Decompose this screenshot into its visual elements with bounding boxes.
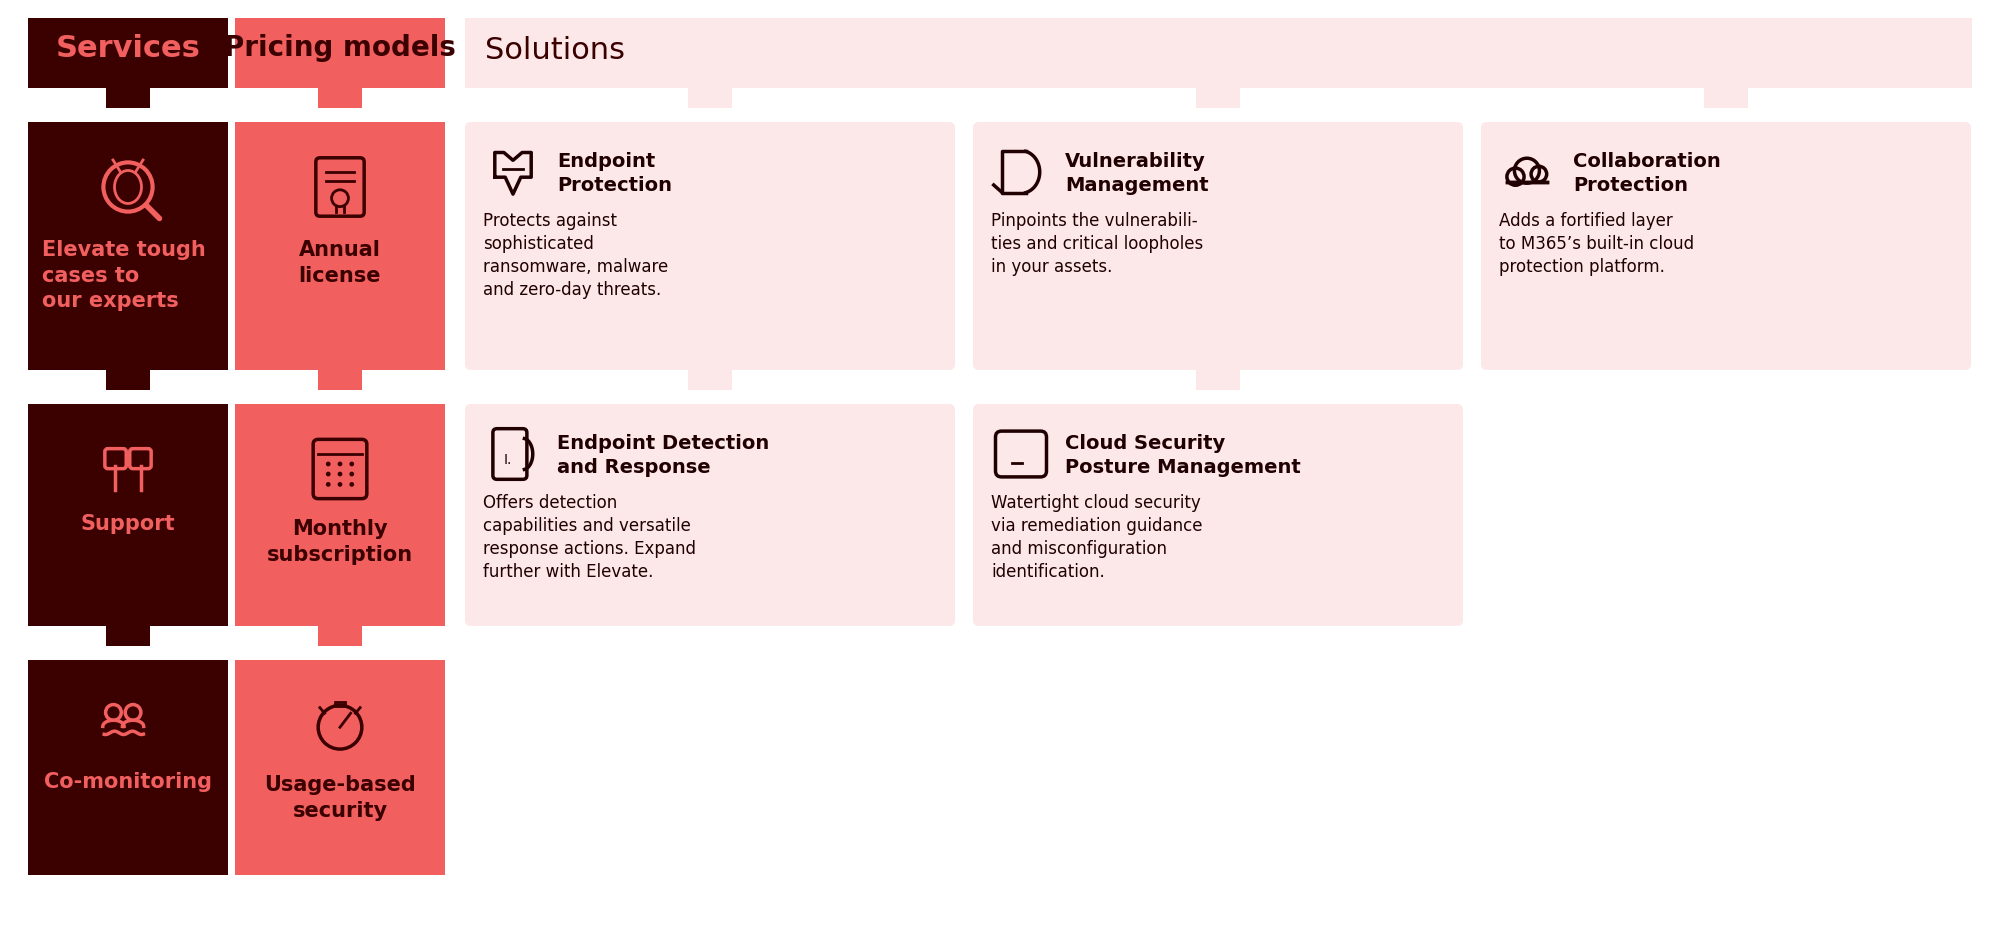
Bar xyxy=(1196,370,1240,390)
Circle shape xyxy=(350,462,354,466)
Text: Cloud Security
Posture Management: Cloud Security Posture Management xyxy=(1064,434,1300,478)
Bar xyxy=(236,404,444,626)
Circle shape xyxy=(350,482,354,487)
Text: Support: Support xyxy=(80,514,176,534)
Bar xyxy=(1704,88,1748,108)
Bar xyxy=(1196,88,1240,108)
Bar xyxy=(28,122,228,370)
Bar xyxy=(106,88,150,108)
Text: Endpoint
Protection: Endpoint Protection xyxy=(556,152,672,195)
Text: Adds a fortified layer
to M365’s built-in cloud
protection platform.: Adds a fortified layer to M365’s built-i… xyxy=(1500,212,1694,276)
Text: Endpoint Detection
and Response: Endpoint Detection and Response xyxy=(556,434,770,478)
Text: Collaboration
Protection: Collaboration Protection xyxy=(1572,152,1720,195)
Text: I.: I. xyxy=(504,453,512,467)
Bar xyxy=(236,660,444,875)
Text: Solutions: Solutions xyxy=(484,36,624,65)
Bar xyxy=(334,701,346,706)
Circle shape xyxy=(326,482,330,487)
Circle shape xyxy=(326,462,330,466)
Bar xyxy=(106,626,150,646)
Circle shape xyxy=(326,472,330,477)
FancyBboxPatch shape xyxy=(1480,122,1972,370)
Bar xyxy=(688,88,732,108)
Bar xyxy=(28,18,228,88)
Bar xyxy=(318,370,362,390)
Bar xyxy=(464,18,1972,88)
FancyBboxPatch shape xyxy=(972,122,1464,370)
FancyBboxPatch shape xyxy=(464,122,956,370)
Circle shape xyxy=(338,462,342,466)
Bar xyxy=(236,18,444,88)
FancyBboxPatch shape xyxy=(464,404,956,626)
Text: Pricing models: Pricing models xyxy=(224,34,456,62)
Text: Watertight cloud security
via remediation guidance
and misconfiguration
identifi: Watertight cloud security via remediatio… xyxy=(992,494,1202,581)
Circle shape xyxy=(338,472,342,477)
Bar xyxy=(236,122,444,370)
Circle shape xyxy=(338,482,342,487)
Text: Protects against
sophisticated
ransomware, malware
and zero-day threats.: Protects against sophisticated ransomwar… xyxy=(484,212,668,298)
FancyBboxPatch shape xyxy=(972,404,1464,626)
Bar xyxy=(28,660,228,875)
Bar xyxy=(318,88,362,108)
Text: Monthly
subscription: Monthly subscription xyxy=(266,519,414,565)
Text: Usage-based
security: Usage-based security xyxy=(264,775,416,820)
Text: Services: Services xyxy=(56,34,200,63)
Text: Offers detection
capabilities and versatile
response actions. Expand
further wit: Offers detection capabilities and versat… xyxy=(484,494,696,581)
Text: Vulnerability
Management: Vulnerability Management xyxy=(1064,152,1208,195)
Bar xyxy=(318,626,362,646)
Text: Co-monitoring: Co-monitoring xyxy=(44,772,212,792)
Text: Annual
license: Annual license xyxy=(298,240,382,286)
Bar xyxy=(28,404,228,626)
Text: Elevate tough
cases to
our experts: Elevate tough cases to our experts xyxy=(42,240,206,312)
Circle shape xyxy=(350,472,354,477)
Text: Pinpoints the vulnerabili-
ties and critical loopholes
in your assets.: Pinpoints the vulnerabili- ties and crit… xyxy=(992,212,1204,276)
Bar xyxy=(688,370,732,390)
Bar xyxy=(106,370,150,390)
